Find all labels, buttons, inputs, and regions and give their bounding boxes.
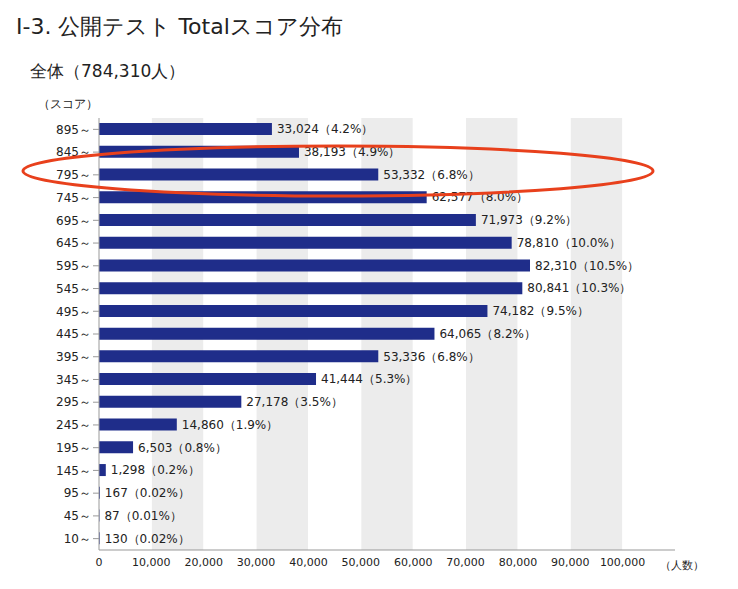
svg-text:45～: 45～ <box>64 509 91 523</box>
svg-text:130（0.02%）: 130（0.02%） <box>105 532 190 546</box>
svg-text:33,024（4.2%）: 33,024（4.2%） <box>277 122 373 136</box>
svg-text:745～: 745～ <box>56 191 91 205</box>
svg-text:0: 0 <box>96 556 103 569</box>
svg-text:10～: 10～ <box>64 532 91 546</box>
svg-text:395～: 395～ <box>56 350 91 364</box>
svg-text:82,310（10.5%）: 82,310（10.5%） <box>535 259 639 273</box>
svg-text:445～: 445～ <box>56 327 91 341</box>
svg-text:70,000: 70,000 <box>446 556 485 569</box>
svg-text:41,444（5.3%）: 41,444（5.3%） <box>321 372 417 386</box>
svg-text:64,065（8.2%）: 64,065（8.2%） <box>439 327 535 341</box>
svg-text:14,860（1.9%）: 14,860（1.9%） <box>182 418 278 432</box>
svg-text:645～: 645～ <box>56 236 91 250</box>
svg-text:295～: 295～ <box>56 395 91 409</box>
svg-text:38,193（4.9%）: 38,193（4.9%） <box>304 145 400 159</box>
svg-text:80,000: 80,000 <box>499 556 538 569</box>
svg-text:695～: 695～ <box>56 214 91 228</box>
svg-text:78,810（10.0%）: 78,810（10.0%） <box>517 236 621 250</box>
svg-text:71,973（9.2%）: 71,973（9.2%） <box>481 213 577 227</box>
svg-text:40,000: 40,000 <box>289 556 328 569</box>
html-text:（スコア）: （スコア） <box>38 97 98 111</box>
svg-text:895～: 895～ <box>56 123 91 137</box>
svg-text:50,000: 50,000 <box>342 556 381 569</box>
svg-text:62,577（8.0%）: 62,577（8.0%） <box>432 190 528 204</box>
svg-text:27,178（3.5%）: 27,178（3.5%） <box>246 395 342 409</box>
svg-text:245～: 245～ <box>56 418 91 432</box>
svg-text:95～: 95～ <box>64 486 91 500</box>
svg-text:53,332（6.8%）: 53,332（6.8%） <box>383 168 479 182</box>
svg-text:80,841（10.3%）: 80,841（10.3%） <box>527 281 631 295</box>
svg-text:10,000: 10,000 <box>132 556 171 569</box>
svg-text:60,000: 60,000 <box>394 556 433 569</box>
svg-text:195～: 195～ <box>56 441 91 455</box>
svg-text:30,000: 30,000 <box>237 556 276 569</box>
svg-text:845～: 845～ <box>56 145 91 159</box>
svg-text:87（0.01%）: 87（0.01%） <box>104 509 181 523</box>
html-text:（人数）: （人数） <box>660 559 704 572</box>
svg-text:74,182（9.5%）: 74,182（9.5%） <box>492 304 588 318</box>
svg-text:795～: 795～ <box>56 168 91 182</box>
svg-text:20,000: 20,000 <box>184 556 223 569</box>
svg-text:145～: 145～ <box>56 464 91 478</box>
svg-text:545～: 545～ <box>56 282 91 296</box>
svg-text:1,298（0.2%）: 1,298（0.2%） <box>111 463 200 477</box>
svg-text:167（0.02%）: 167（0.02%） <box>105 486 190 500</box>
svg-text:100,000: 100,000 <box>600 556 646 569</box>
svg-text:595～: 595～ <box>56 259 91 273</box>
svg-text:90,000: 90,000 <box>551 556 590 569</box>
svg-text:53,336（6.8%）: 53,336（6.8%） <box>383 350 479 364</box>
svg-text:345～: 345～ <box>56 373 91 387</box>
html-text:全体（784,310人）: 全体（784,310人） <box>30 61 186 81</box>
svg-text:495～: 495～ <box>56 305 91 319</box>
html-text:Ⅰ-3. 公開テスト Totalスコア分布: Ⅰ-3. 公開テスト Totalスコア分布 <box>16 14 343 39</box>
svg-text:6,503（0.8%）: 6,503（0.8%） <box>138 441 227 455</box>
